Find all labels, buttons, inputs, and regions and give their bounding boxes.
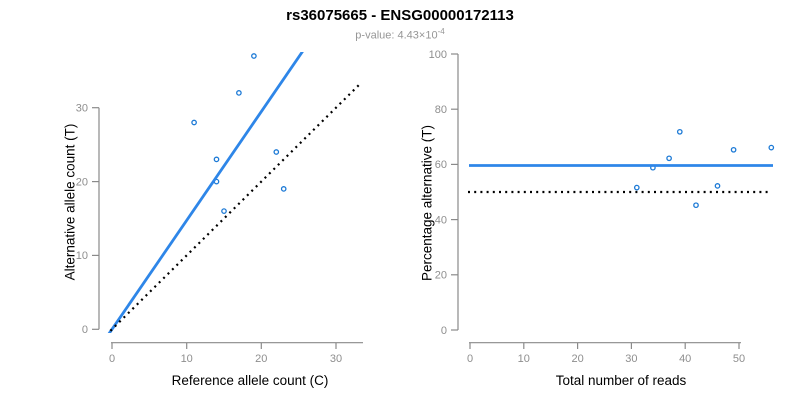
data-point — [714, 183, 721, 189]
x-tick-label: 30 — [330, 353, 342, 365]
fitted-allelic-ratio-line — [107, 52, 304, 333]
data-point — [221, 208, 227, 214]
y-tick-label: 0 — [82, 324, 88, 336]
data-point — [251, 53, 257, 59]
percentage-reads-scatter: 0 20 40 60 80 100 0 10 20 30 40 50 — [429, 49, 775, 365]
pvalue-exponent: -4 — [437, 27, 445, 36]
y-tick-label: 100 — [429, 49, 447, 61]
right-scatter-panel: 0 20 40 60 80 100 0 10 20 30 40 50 Total number of … — [400, 40, 800, 400]
y-tick-label: 20 — [76, 176, 88, 188]
x-tick-label: 30 — [625, 353, 637, 365]
x-tick-label: 20 — [571, 353, 583, 365]
x-tick-label: 20 — [255, 353, 267, 365]
data-point — [236, 90, 242, 96]
data-point — [280, 186, 287, 192]
data-point — [693, 202, 699, 209]
allele-count-chart: 0 10 20 30 0 10 20 30 — [0, 40, 400, 400]
data-point — [676, 128, 683, 135]
data-point — [633, 184, 640, 191]
y-tick-label: 20 — [435, 270, 447, 282]
x-tick-label: 0 — [109, 353, 115, 365]
identity-line — [106, 82, 360, 333]
y-tick-label: 80 — [435, 104, 447, 116]
x-tick-label: 50 — [733, 353, 745, 365]
allele-count-scatter: 0 10 20 30 0 10 20 30 — [76, 52, 363, 365]
right-x-axis-title: Total number of reads — [555, 373, 687, 388]
left-x-axis-title: Reference allele count (C) — [171, 373, 329, 388]
pvalue-text: p-value: 4.43×10 — [355, 29, 438, 42]
left-scatter-panel: 0 10 20 30 0 10 20 30 Reference allele count (C… — [0, 40, 400, 400]
x-tick-label: 10 — [518, 353, 530, 365]
y-tick-label: 0 — [441, 325, 447, 337]
y-tick-label: 60 — [435, 159, 447, 171]
x-tick-label: 10 — [181, 353, 193, 365]
y-tick-label: 30 — [76, 103, 88, 115]
left-y-axis-title: Alternative allele count (T) — [62, 123, 78, 281]
x-tick-label: 40 — [679, 353, 691, 365]
y-tick-label: 10 — [76, 250, 88, 262]
data-point — [213, 156, 220, 163]
y-tick-label: 40 — [435, 214, 447, 226]
percentage-reads-chart: 0 20 40 60 80 100 0 10 20 30 40 50 — [400, 40, 800, 400]
right-y-axis-title: Percentage alternative (T) — [419, 124, 435, 282]
plot-title: rs36075665 - ENSG00000172113 — [286, 7, 514, 24]
plot-subtitle: p-value: 4.43×10-4 — [0, 27, 800, 42]
x-tick-label: 0 — [467, 353, 473, 365]
data-point — [730, 146, 737, 153]
data-point — [273, 149, 280, 155]
data-point — [191, 119, 197, 126]
data-point — [768, 144, 775, 151]
data-point — [666, 155, 672, 162]
